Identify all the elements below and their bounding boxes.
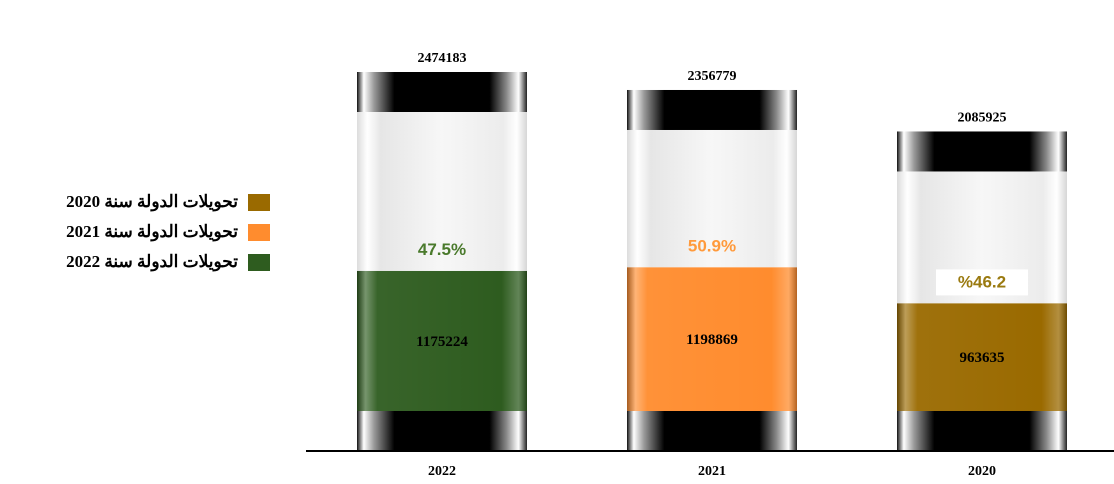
x-tick-label: 2020 <box>968 464 996 479</box>
bar-group-2022: 2474183 1175224 47.5% 2022 <box>357 51 527 479</box>
percent-label: 47.5% <box>418 240 466 259</box>
bar-bottom-cap <box>627 411 797 451</box>
bar-group-2021: 2356779 1198869 50.9% 2021 <box>627 69 797 479</box>
legend-label: تحويلات الدولة سنة 2022 <box>66 252 238 271</box>
legend-label: تحويلات الدولة سنة 2020 <box>66 192 238 211</box>
total-label: 2474183 <box>418 51 467 66</box>
legend-item-2020: تحويلات الدولة سنة 2020 <box>8 187 270 217</box>
percent-label-bg <box>936 269 1028 296</box>
x-tick-label: 2021 <box>698 464 726 479</box>
value-label: 1175224 <box>416 334 468 350</box>
legend-item-2022: تحويلات الدولة سنة 2022 <box>8 247 270 277</box>
bar-bottom-cap <box>357 411 527 451</box>
legend-item-2021: تحويلات الدولة سنة 2021 <box>8 217 270 247</box>
percent-label: %46.2 <box>958 272 1006 291</box>
legend: تحويلات الدولة سنة 2020 تحويلات الدولة س… <box>8 187 270 277</box>
value-label: 963635 <box>960 350 1005 366</box>
legend-swatch <box>248 253 270 271</box>
bar-top-cap <box>897 131 1067 172</box>
legend-label: تحويلات الدولة سنة 2021 <box>66 222 238 241</box>
legend-swatch <box>248 193 270 211</box>
legend-swatch <box>248 223 270 241</box>
total-label: 2356779 <box>688 69 737 84</box>
percent-label: 50.9% <box>688 236 736 255</box>
value-label: 1198869 <box>686 332 738 348</box>
total-label: 2085925 <box>958 110 1007 125</box>
x-tick-label: 2022 <box>428 464 456 479</box>
bar-bottom-cap <box>897 411 1067 451</box>
bar-top-cap <box>357 72 527 112</box>
bar-group-2020: 2085925 963635 %46.2 2020 <box>897 110 1067 479</box>
bar-top-cap <box>627 89 797 130</box>
